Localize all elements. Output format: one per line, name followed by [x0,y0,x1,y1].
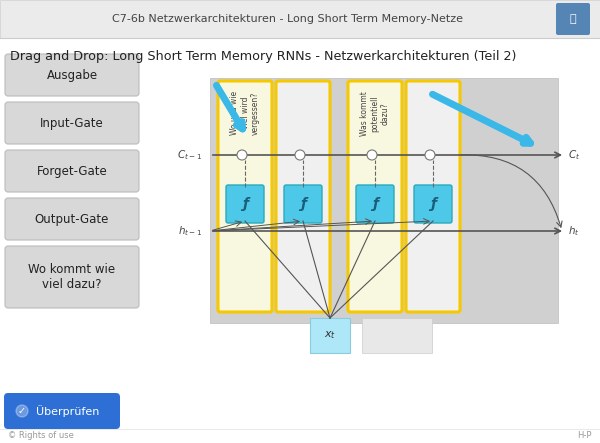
Text: Output-Gate: Output-Gate [35,213,109,225]
Text: ƒ: ƒ [372,197,378,211]
Text: $C_{t-1}$: $C_{t-1}$ [177,148,202,162]
Circle shape [367,150,377,160]
Text: C7-6b Netzwerkarchitekturen - Long Short Term Memory-Netze: C7-6b Netzwerkarchitekturen - Long Short… [113,14,464,24]
Bar [310,318,350,353]
FancyBboxPatch shape [226,185,264,223]
Text: H-P: H-P [577,431,592,440]
Circle shape [16,405,28,417]
FancyBboxPatch shape [556,3,590,35]
Text: $h_{t-1}$: $h_{t-1}$ [178,224,202,238]
Text: ✓: ✓ [18,406,26,416]
Circle shape [425,150,435,160]
Text: ƒ: ƒ [242,197,248,211]
FancyBboxPatch shape [348,81,402,312]
Circle shape [237,150,247,160]
Text: Input-Gate: Input-Gate [40,117,104,129]
Text: © Rights of use: © Rights of use [8,431,74,440]
Bar [210,78,558,323]
FancyBboxPatch shape [414,185,452,223]
Text: Wo und wie
viel wird
vergessen?: Wo und wie viel wird vergessen? [230,91,260,135]
Text: ⛶: ⛶ [569,14,577,24]
FancyBboxPatch shape [276,81,330,312]
FancyBboxPatch shape [406,81,460,312]
Bar [362,318,432,353]
Circle shape [295,150,305,160]
FancyBboxPatch shape [5,246,139,308]
FancyBboxPatch shape [5,54,139,96]
FancyBboxPatch shape [218,81,272,312]
FancyBboxPatch shape [4,393,120,429]
Text: Was kommt
potentiell
dazu?: Was kommt potentiell dazu? [360,91,390,136]
Text: ƒ: ƒ [300,197,306,211]
FancyBboxPatch shape [356,185,394,223]
Text: Ausgabe: Ausgabe [46,69,98,82]
Bar [0,0,600,38]
Text: ƒ: ƒ [430,197,436,211]
Text: $h_t$: $h_t$ [568,224,580,238]
Text: Forget-Gate: Forget-Gate [37,164,107,178]
FancyBboxPatch shape [5,198,139,240]
FancyBboxPatch shape [5,150,139,192]
Text: $C_t$: $C_t$ [568,148,580,162]
Text: $x_t$: $x_t$ [324,330,336,342]
FancyBboxPatch shape [5,102,139,144]
Text: Überprüfen: Überprüfen [37,405,100,417]
Text: Drag and Drop: Long Short Term Memory RNNs - Netzwerkarchitekturen (Teil 2): Drag and Drop: Long Short Term Memory RN… [10,50,517,62]
FancyBboxPatch shape [284,185,322,223]
Text: Wo kommt wie
viel dazu?: Wo kommt wie viel dazu? [28,263,116,291]
